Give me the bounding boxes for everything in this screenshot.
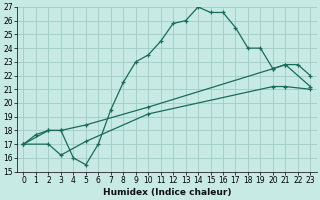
X-axis label: Humidex (Indice chaleur): Humidex (Indice chaleur) xyxy=(103,188,231,197)
